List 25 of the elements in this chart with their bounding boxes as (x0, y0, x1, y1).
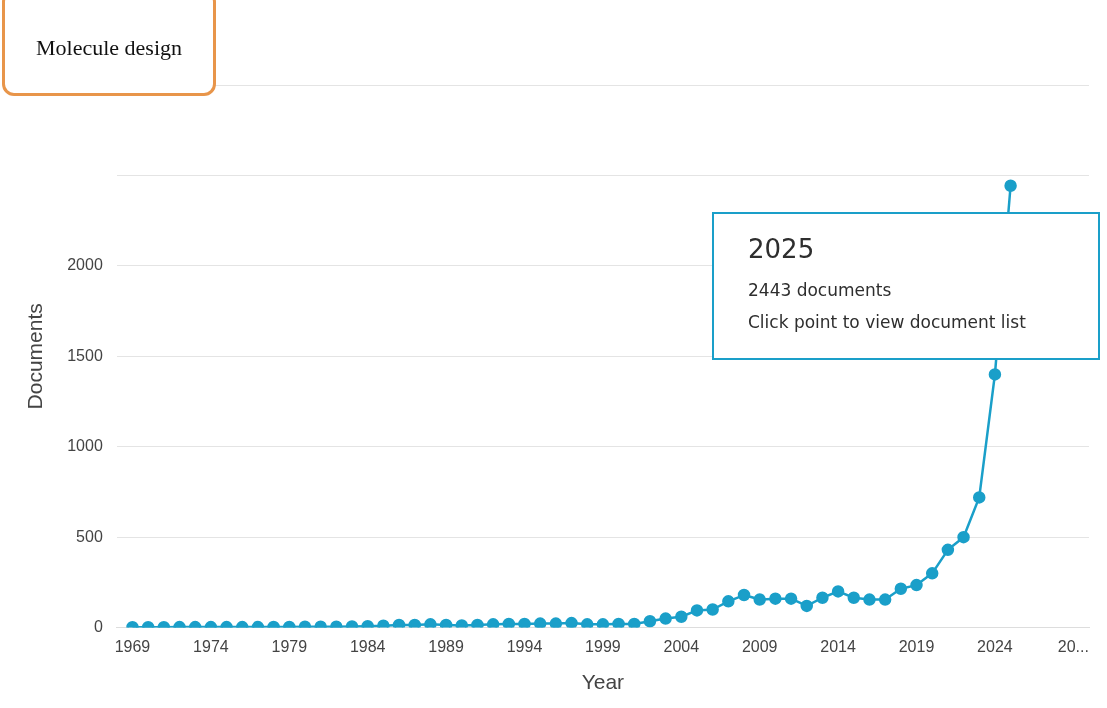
x-axis-title: Year (581, 670, 625, 694)
x-tick-label: 1989 (428, 637, 464, 655)
callout-box: 2025 2443 documents Click point to view document list (712, 212, 1100, 360)
label-box: Molecule design (2, 0, 216, 96)
x-tick-label: 2024 (977, 637, 1013, 655)
x-tick-label: 1974 (193, 637, 229, 655)
y-tick-label: 1000 (67, 437, 103, 455)
annotation: 2443 documents (748, 280, 893, 300)
x-tick-label: 1999 (585, 637, 621, 655)
x-tick-label: 2009 (741, 637, 778, 655)
x-tick-label: 1969 (114, 637, 151, 655)
y-axis-title: Documents (23, 303, 47, 410)
x-tick-label: 1984 (349, 637, 386, 655)
x-tick-label: 2019 (898, 637, 935, 655)
y-tick-label: 1500 (67, 346, 103, 364)
x-tick-label: 2014 (820, 637, 857, 655)
x-tick-label: 20... (1057, 637, 1089, 655)
y-tick-label: 500 (76, 527, 103, 545)
y-tick-label: 2000 (67, 256, 103, 274)
x-tick-label: 1979 (271, 637, 308, 655)
y-tick-label: 0 (93, 618, 103, 636)
annotation: 2025 (748, 234, 816, 264)
x-tick-label: 2004 (663, 637, 700, 655)
x-tick-label: 1994 (506, 637, 543, 655)
annotation: Click point to view document list (748, 312, 1027, 332)
